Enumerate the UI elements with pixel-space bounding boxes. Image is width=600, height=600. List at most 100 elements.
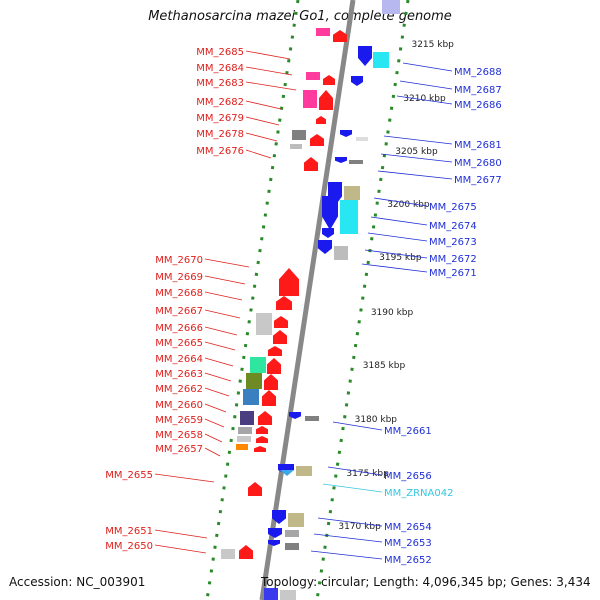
tick-label: 3195 kbp xyxy=(379,253,422,263)
leader-line xyxy=(204,291,243,301)
gene-label-left[interactable]: MM_2682 xyxy=(196,97,244,108)
feature-box xyxy=(349,160,363,164)
gene-label-left[interactable]: MM_2665 xyxy=(155,338,203,349)
leader-line xyxy=(245,132,278,142)
leader-line xyxy=(154,544,207,554)
gene-label-left[interactable]: MM_2683 xyxy=(196,78,244,89)
gene-label-left[interactable]: MM_2662 xyxy=(155,384,203,395)
gene-arrow-minus xyxy=(272,510,286,524)
tick-label: 3170 kbp xyxy=(338,522,381,532)
gene-label-left[interactable]: MM_2670 xyxy=(155,255,203,266)
gene-label-right[interactable]: MM_2671 xyxy=(429,268,477,279)
gene-label-right[interactable]: MM_2681 xyxy=(454,140,502,151)
feature-box xyxy=(344,186,360,200)
leader-line xyxy=(204,372,232,382)
gene-label-left[interactable]: MM_2657 xyxy=(155,444,203,455)
gene-label-right[interactable]: MM_2677 xyxy=(454,175,502,186)
gene-arrow-plus xyxy=(264,374,278,390)
feature-box xyxy=(305,416,319,421)
gene-label-right[interactable]: MM_2687 xyxy=(454,85,502,96)
rna-arrow xyxy=(280,470,294,476)
tick-label: 3190 kbp xyxy=(371,308,414,318)
gene-arrow-plus xyxy=(323,75,335,85)
gene-label-left[interactable]: MM_2655 xyxy=(105,470,153,481)
gene-arrow-plus xyxy=(254,446,266,452)
gene-label-left[interactable]: MM_2660 xyxy=(155,400,203,411)
tick-label: 3175 kbp xyxy=(346,469,389,479)
gene-arrow-plus xyxy=(262,390,276,406)
gene-label-right[interactable]: MM_2661 xyxy=(384,426,432,437)
leader-line xyxy=(310,550,383,560)
leader-line xyxy=(245,100,282,110)
gene-label-left[interactable]: MM_2679 xyxy=(196,113,244,124)
gene-label-right[interactable]: MM_2654 xyxy=(384,522,432,533)
gene-label-left[interactable]: MM_2650 xyxy=(105,541,153,552)
feature-box xyxy=(334,246,348,260)
gene-label-left[interactable]: MM_2664 xyxy=(155,354,203,365)
gene-label-right[interactable]: MM_2673 xyxy=(429,237,477,248)
gene-label-left[interactable]: MM_2658 xyxy=(155,430,203,441)
feature-box xyxy=(238,427,252,434)
feature-box xyxy=(240,411,254,425)
gene-arrow-plus xyxy=(258,411,272,425)
gene-arrow-plus xyxy=(279,268,299,296)
feature-box xyxy=(290,144,302,149)
leader-line xyxy=(402,62,453,72)
tick-label: 3185 kbp xyxy=(363,361,406,371)
accession-label: Accession: NC_003901 xyxy=(9,575,146,589)
feature-box xyxy=(237,436,251,442)
leader-line xyxy=(204,275,246,285)
feature-box xyxy=(236,444,248,450)
gene-label-left[interactable]: MM_2659 xyxy=(155,415,203,426)
gene-label-right[interactable]: MM_2680 xyxy=(454,158,502,169)
feature-box xyxy=(285,543,299,550)
gene-label-right[interactable]: MM_2672 xyxy=(429,254,477,265)
leader-line xyxy=(361,263,428,273)
map-title: Methanosarcina mazei Go1, complete genom… xyxy=(148,9,452,24)
gene-label-left[interactable]: MM_2678 xyxy=(196,129,244,140)
gene-label-left[interactable]: MM_2663 xyxy=(155,369,203,380)
gene-arrow-plus xyxy=(319,90,333,110)
gene-label-left[interactable]: MM_2666 xyxy=(155,323,203,334)
gene-arrow-minus xyxy=(322,196,338,230)
leader-line xyxy=(317,517,383,527)
gene-label-left[interactable]: MM_2669 xyxy=(155,272,203,283)
gene-arrow-plus xyxy=(276,296,292,310)
feature-box xyxy=(280,590,296,600)
feature-box xyxy=(243,389,259,405)
gene-arrow-minus xyxy=(289,412,301,419)
gene-arrow-minus xyxy=(351,76,363,86)
gene-arrow-minus xyxy=(268,540,280,546)
gene-label-left[interactable]: MM_2651 xyxy=(105,526,153,537)
gene-label-right[interactable]: MM_2675 xyxy=(429,202,477,213)
leader-line xyxy=(377,170,453,180)
gene-arrow-plus xyxy=(256,436,268,443)
gene-label-right[interactable]: MM_ZRNA042 xyxy=(384,488,453,499)
tick-label: 3210 kbp xyxy=(403,94,446,104)
gene-label-left[interactable]: MM_2668 xyxy=(155,288,203,299)
gene-label-left[interactable]: MM_2667 xyxy=(155,306,203,317)
gene-label-right[interactable]: MM_2674 xyxy=(429,221,477,232)
leader-line xyxy=(245,50,291,60)
leader-line xyxy=(380,153,453,163)
gene-label-right[interactable]: MM_2653 xyxy=(384,538,432,549)
gene-label-left[interactable]: MM_2685 xyxy=(196,47,244,58)
leader-line xyxy=(364,249,428,259)
gene-arrow-minus xyxy=(322,228,334,238)
gene-label-left[interactable]: MM_2676 xyxy=(196,146,244,157)
gene-label-right[interactable]: MM_2656 xyxy=(384,471,432,482)
leader-line xyxy=(322,483,383,493)
gene-label-right[interactable]: MM_2652 xyxy=(384,555,432,566)
feature-box xyxy=(340,200,358,234)
leader-line xyxy=(373,197,428,207)
feature-box xyxy=(382,0,400,14)
gene-label-left[interactable]: MM_2684 xyxy=(196,63,244,74)
tick-label: 3215 kbp xyxy=(411,40,454,50)
gene-label-right[interactable]: MM_2688 xyxy=(454,67,502,78)
gene-label-right[interactable]: MM_2686 xyxy=(454,100,502,111)
gene-arrow-minus xyxy=(268,528,282,538)
feature-box xyxy=(296,466,312,476)
feature-box xyxy=(303,90,317,108)
gene-arrow-plus xyxy=(273,330,287,344)
guide-line-left xyxy=(205,0,300,600)
